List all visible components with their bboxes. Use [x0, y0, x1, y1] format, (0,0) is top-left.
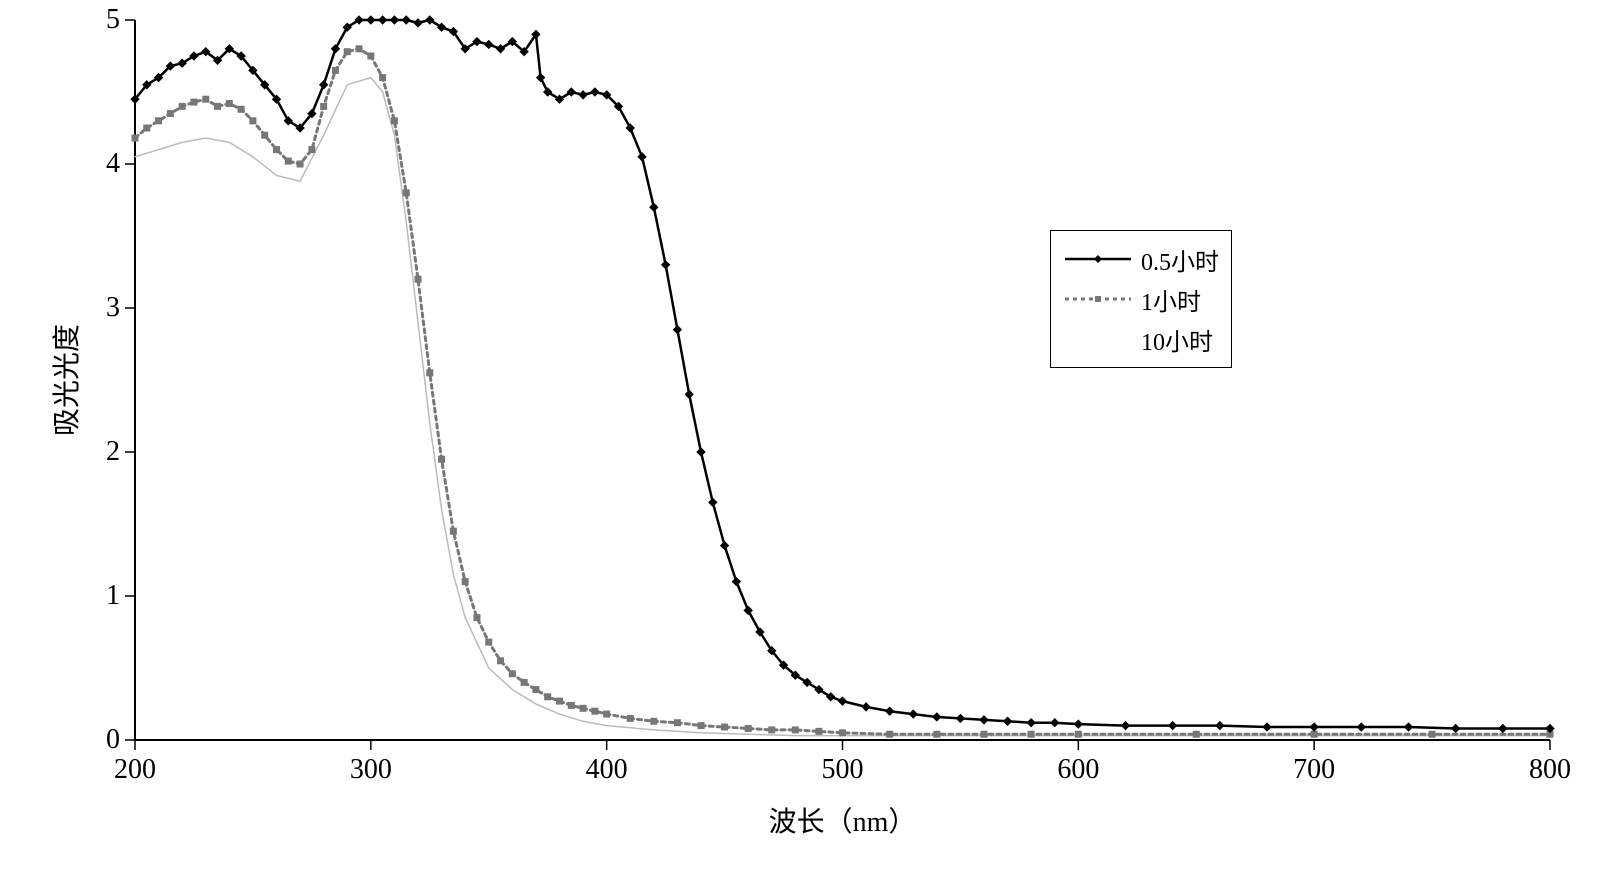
legend-swatch-2 [1063, 329, 1133, 349]
y-tick-label: 4 [85, 148, 120, 180]
legend-swatch-1 [1063, 289, 1133, 309]
legend-item: 10小时 [1063, 319, 1219, 359]
y-tick-label: 5 [85, 4, 120, 36]
x-tick-label: 500 [822, 754, 864, 786]
legend-item: 1小时 [1063, 279, 1219, 319]
x-tick-label: 700 [1293, 754, 1335, 786]
x-axis-title: 波长（nm） [769, 800, 917, 840]
x-tick-label: 800 [1529, 754, 1571, 786]
y-axis-title: 吸光光度 [45, 324, 85, 436]
absorbance-spectrum-chart: 吸光光度 波长（nm） 0.5小时 1小时 10小时 200 300 400 500 6… [0, 0, 1607, 870]
legend-label: 1小时 [1141, 282, 1201, 317]
x-tick-label: 400 [586, 754, 628, 786]
plot-svg [0, 0, 1607, 870]
y-tick-label: 1 [85, 580, 120, 612]
legend-swatch-0 [1063, 249, 1133, 269]
legend-label: 10小时 [1141, 322, 1213, 357]
x-tick-label: 300 [350, 754, 392, 786]
y-tick-label: 0 [85, 724, 120, 756]
legend-item: 0.5小时 [1063, 239, 1219, 279]
y-tick-label: 3 [85, 292, 120, 324]
y-tick-label: 2 [85, 436, 120, 468]
x-tick-label: 200 [114, 754, 156, 786]
x-tick-label: 600 [1057, 754, 1099, 786]
legend-label: 0.5小时 [1141, 242, 1219, 277]
legend: 0.5小时 1小时 10小时 [1050, 230, 1232, 368]
